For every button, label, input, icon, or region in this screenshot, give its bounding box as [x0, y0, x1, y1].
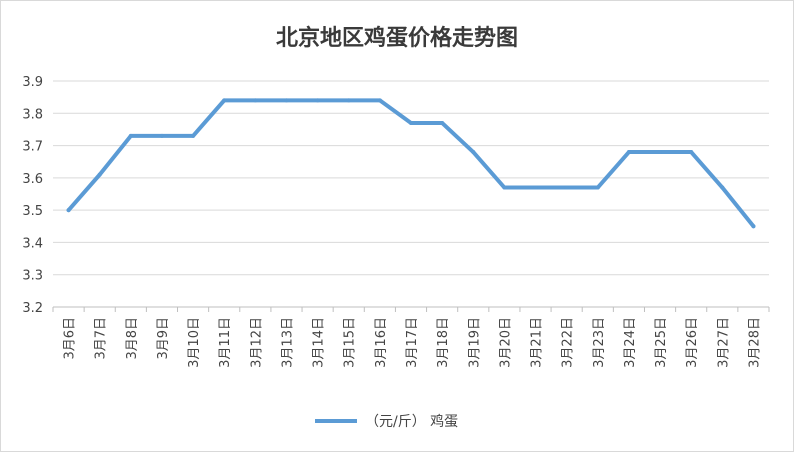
data-point [128, 133, 133, 138]
data-point [66, 208, 71, 213]
data-point [253, 98, 258, 103]
x-tick-label: 3月16日 [374, 317, 389, 368]
data-point [346, 98, 351, 103]
x-tick-label: 3月14日 [312, 317, 327, 368]
x-tick-label: 3月15日 [343, 317, 358, 368]
data-point [564, 185, 569, 190]
x-tick-label: 3月27日 [716, 317, 731, 368]
x-tick-label: 3月24日 [623, 317, 638, 368]
x-tick-label: 3月6日 [63, 317, 78, 360]
data-point [689, 150, 694, 155]
x-tick-label: 3月21日 [530, 317, 545, 368]
y-axis-tick-labels: 3.2 3.3 3.4 3.5 3.6 3.7 3.8 3.9 [22, 75, 43, 316]
x-tick-label: 3月7日 [94, 317, 109, 360]
data-point [315, 98, 320, 103]
y-tick-label: 3.3 [22, 269, 43, 284]
legend: （元/斤） 鸡蛋 [315, 413, 458, 430]
x-tick-label: 3月18日 [436, 317, 451, 368]
data-point [533, 185, 538, 190]
legend-label: （元/斤） 鸡蛋 [365, 413, 458, 430]
data-point [720, 185, 725, 190]
data-point [222, 98, 227, 103]
data-point [471, 150, 476, 155]
data-point [595, 185, 600, 190]
x-tick-label: 3月8日 [125, 317, 140, 360]
y-tick-label: 3.5 [22, 204, 43, 219]
x-tick-label: 3月11日 [218, 317, 233, 368]
data-point [440, 120, 445, 125]
chart-title: 北京地区鸡蛋价格走势图 [276, 25, 518, 51]
y-tick-label: 3.7 [22, 140, 43, 155]
x-tick-label: 3月9日 [156, 317, 171, 360]
data-point [159, 133, 164, 138]
data-point [191, 133, 196, 138]
x-tick-label: 3月22日 [561, 317, 576, 368]
x-tick-label: 3月19日 [467, 317, 482, 368]
data-point [97, 172, 102, 177]
y-tick-label: 3.6 [22, 172, 43, 187]
data-point [626, 150, 631, 155]
x-tick-label: 3月26日 [685, 317, 700, 368]
data-point [284, 98, 289, 103]
data-point [409, 120, 413, 125]
data-point [377, 98, 382, 103]
y-tick-label: 3.8 [22, 107, 43, 122]
x-tick-label: 3月28日 [747, 317, 762, 368]
series-line [66, 98, 756, 229]
x-tick-label: 3月12日 [249, 317, 264, 368]
x-tick-label: 3月20日 [498, 317, 513, 368]
y-tick-label: 3.4 [22, 236, 43, 251]
data-point [751, 224, 756, 229]
gridlines [52, 80, 770, 312]
x-tick-label: 3月23日 [592, 317, 607, 368]
x-axis-tick-labels: 3月6日 3月7日 3月8日 3月9日 3月10日 3月11日 3月12日 3月13日 3月14… [63, 317, 763, 368]
x-tick-label: 3月13日 [280, 317, 295, 368]
x-tick-label: 3月10日 [187, 317, 202, 368]
x-tick-label: 3月17日 [405, 317, 420, 368]
y-tick-label: 3.2 [22, 301, 43, 316]
y-tick-label: 3.9 [22, 75, 43, 90]
series-layer [66, 98, 756, 229]
data-point [502, 185, 507, 190]
data-point [658, 150, 663, 155]
x-tick-label: 3月25日 [654, 317, 669, 368]
